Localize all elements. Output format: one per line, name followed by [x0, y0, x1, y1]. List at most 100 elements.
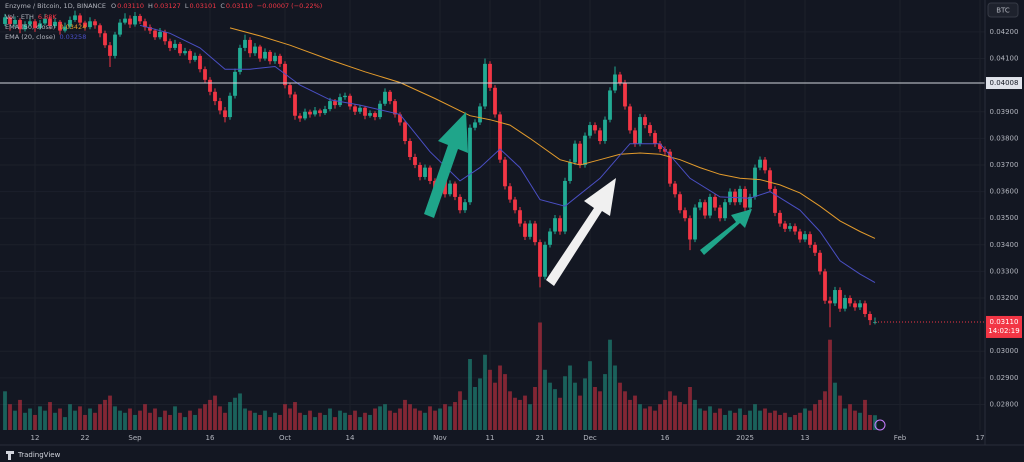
- candle-body: [148, 27, 152, 31]
- candle-body: [33, 21, 37, 28]
- volume-bar: [448, 406, 452, 430]
- candle-body: [673, 183, 677, 195]
- candle-body: [83, 22, 87, 28]
- volume-bar: [18, 399, 22, 430]
- volume-bar: [463, 399, 467, 430]
- volume-bar: [538, 322, 542, 430]
- currency-label: BTC: [996, 7, 1010, 15]
- volume-bar: [678, 402, 682, 430]
- last-price-box: [986, 315, 1022, 338]
- volume-bar: [148, 412, 152, 430]
- volume-bar: [828, 339, 832, 430]
- candle-body: [263, 51, 267, 59]
- candle-body: [778, 212, 782, 224]
- candle-body: [623, 82, 627, 107]
- y-tick-label: 0.02800: [990, 400, 1019, 408]
- ema-legend-value: 0.03258: [59, 33, 86, 41]
- candle-body: [568, 162, 572, 181]
- ema-line: [229, 27, 876, 239]
- volume-bar: [613, 365, 617, 430]
- change: −0.00007 (−0.22%): [257, 2, 323, 10]
- candle-body: [683, 210, 687, 219]
- volume-bar: [188, 410, 192, 430]
- candle-body: [308, 111, 312, 115]
- candle-body: [603, 119, 607, 142]
- ema-line: [139, 24, 876, 284]
- candle-body: [398, 114, 402, 123]
- candle-body: [803, 234, 807, 240]
- candle-body: [318, 110, 322, 114]
- candle-body: [93, 21, 97, 26]
- volume-bar: [218, 406, 222, 430]
- candle-body: [508, 186, 512, 200]
- candle-body: [253, 46, 257, 54]
- ohlc-key: O: [111, 2, 116, 10]
- candle-body: [203, 69, 207, 80]
- volume-bar: [43, 410, 47, 430]
- candle-body: [38, 23, 42, 28]
- volume-bar: [58, 408, 62, 430]
- volume-bar: [608, 339, 612, 430]
- volume-bar: [73, 410, 77, 430]
- volume-bar: [368, 414, 372, 430]
- x-tick-label: 17: [976, 434, 985, 442]
- volume-bar: [223, 412, 227, 430]
- volume-bar: [638, 404, 642, 430]
- volume-bar: [603, 374, 607, 430]
- candle-body: [473, 122, 477, 128]
- event-icon[interactable]: [874, 419, 886, 431]
- candle-body: [313, 110, 317, 115]
- volume-bar: [528, 404, 532, 430]
- volume-bar: [773, 410, 777, 430]
- x-tick-label: 21: [536, 434, 545, 442]
- volume-bar: [373, 408, 377, 430]
- candle-body: [763, 159, 767, 171]
- candle-body: [773, 188, 777, 213]
- candle-body: [583, 135, 587, 165]
- candle-body: [113, 34, 117, 56]
- candle-body: [708, 196, 712, 216]
- candle-body: [533, 223, 537, 243]
- volume-bar: [513, 397, 517, 430]
- volume-bar: [563, 376, 567, 430]
- x-tick-label: Oct: [279, 434, 291, 442]
- y-tick-label: 0.03000: [990, 347, 1019, 355]
- x-tick-label: 11: [486, 434, 495, 442]
- candle-body: [593, 125, 597, 131]
- volume-bar: [403, 399, 407, 430]
- candle-body: [513, 199, 517, 211]
- ohlc-key: H: [148, 2, 153, 10]
- volume-bar: [53, 412, 57, 430]
- volume-bar: [118, 410, 122, 430]
- candle-body: [843, 298, 847, 309]
- volume-bar: [293, 402, 297, 430]
- volume-bar: [63, 417, 67, 430]
- candle-body: [123, 18, 127, 23]
- candle-body: [428, 167, 432, 181]
- candle-body: [143, 21, 147, 28]
- volume-bar: [753, 404, 757, 430]
- volume-bar: [358, 417, 362, 430]
- volume-bar: [113, 406, 117, 430]
- candle-body: [648, 125, 652, 134]
- candle-body: [758, 159, 762, 168]
- volume-bar: [263, 410, 267, 430]
- candle-body: [823, 271, 827, 301]
- volume-bar: [238, 393, 242, 430]
- candle-body: [233, 71, 237, 96]
- volume-bar: [858, 412, 862, 430]
- y-tick-label: 0.03200: [990, 294, 1019, 302]
- candle-body: [303, 111, 307, 119]
- volume-bar: [83, 414, 87, 430]
- legend: Enzyme / Bitcoin, 1D, BINANCE O 0.03110 H 0.…: [5, 2, 322, 41]
- candle-body: [8, 17, 12, 24]
- volume-bar: [328, 408, 332, 430]
- ohlc-value: 0.03101: [189, 2, 216, 10]
- candle-body: [333, 101, 337, 106]
- candle-body: [713, 196, 717, 208]
- volume-bar: [288, 408, 292, 430]
- volume-bar: [203, 404, 207, 430]
- currency-button[interactable]: [987, 2, 1019, 18]
- volume-bar: [793, 414, 797, 430]
- candle-body: [573, 143, 577, 163]
